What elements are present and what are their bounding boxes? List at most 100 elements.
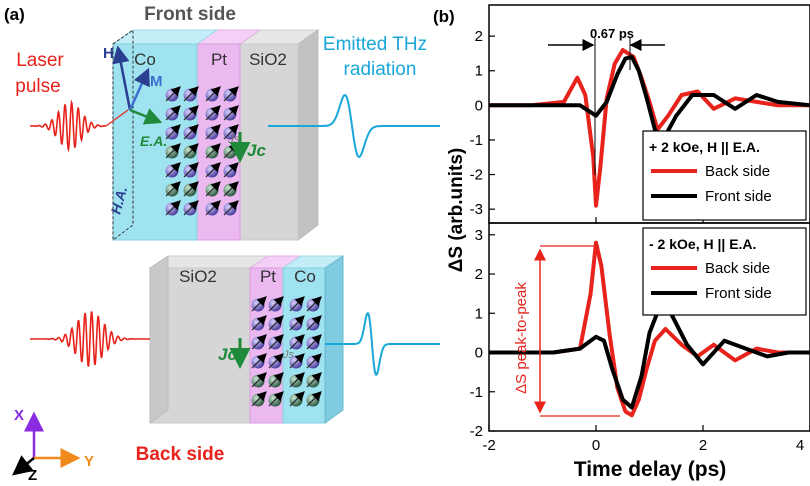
spin-arrow: [289, 315, 305, 331]
spin-arrow: [251, 372, 267, 388]
easy-axis-label: E.A.: [140, 133, 167, 149]
y-tick-label: 3: [475, 227, 483, 244]
spin-arrow: [223, 162, 239, 178]
bottom-laser-pulse: [30, 311, 150, 367]
bottom-plot-frame: [488, 222, 810, 432]
spin-arrow: [268, 296, 284, 312]
spin-arrow: [165, 200, 181, 216]
spin-arrow: [306, 315, 322, 331]
m-vector-arrow: [128, 67, 150, 111]
easy-axis-arrow: [129, 108, 163, 125]
emitted-label-line2: radiation: [344, 59, 417, 80]
spin-arrow: [251, 334, 267, 350]
spin-arrow: [289, 334, 305, 350]
x-tick-label: 0: [592, 437, 600, 454]
y-tick-label: 2: [475, 266, 483, 283]
spin-arrow: [205, 181, 221, 197]
y-tick-label: -2: [470, 423, 483, 440]
h-vector-label: H: [103, 45, 114, 62]
y-tick-label: 0: [475, 345, 483, 362]
back-side-title: Back side: [136, 444, 225, 465]
legend-entry: Back side: [705, 260, 770, 277]
spin-arrow: [223, 181, 239, 197]
y-tick-label: 2: [475, 28, 483, 45]
spin-arrow: [205, 124, 221, 140]
spin-arrow: [165, 181, 181, 197]
spin-arrow: [165, 143, 181, 159]
spin-arrow: [165, 86, 181, 102]
spin-arrow: [289, 296, 305, 312]
spin-arrow: [205, 143, 221, 159]
spin-arrow: [205, 200, 221, 216]
bottom-legend-box: [642, 227, 807, 316]
peak-to-peak-label: ΔS peak-to-peak: [513, 282, 530, 394]
spin-arrow: [183, 124, 199, 140]
bottom-co-label: Co: [294, 267, 316, 286]
bottom-sio2-label: SiO2: [179, 267, 217, 286]
y-axis-title: ΔS (arb.units): [446, 148, 467, 273]
bottom-pt-label: Pt: [260, 267, 276, 286]
spin-arrow: [251, 296, 267, 312]
top-js-label: Js: [227, 132, 240, 146]
y-tick-label: -1: [470, 384, 483, 401]
m-vector-label: M: [150, 73, 163, 90]
bottom-js-label: Js: [282, 349, 295, 361]
spin-arrow: [183, 105, 199, 121]
delay-annotation-label: 0.67 ps: [590, 26, 634, 41]
x-tick-label: 2: [699, 437, 707, 454]
bottom-thz-pulse: [325, 312, 440, 376]
y-tick-label: 0: [475, 97, 483, 114]
y-tick-label: -3: [470, 201, 483, 218]
spin-arrow: [306, 334, 322, 350]
y-tick-label: -2: [470, 167, 483, 184]
spin-arrow: [306, 353, 322, 369]
legend-entry: Back side: [705, 163, 770, 180]
spin-arrow: [205, 162, 221, 178]
spin-arrow: [205, 86, 221, 102]
peak-to-peak-annotation: [534, 245, 620, 417]
y-axis-label: Y: [84, 453, 94, 470]
spin-arrow: [251, 391, 267, 407]
bottom-legend-title: - 2 kOe, H || E.A.: [649, 236, 756, 252]
delay-annotation: [548, 38, 665, 175]
spin-arrow: [183, 200, 199, 216]
top-co-label: Co: [134, 50, 156, 69]
bottom-series-front-side: [489, 303, 810, 410]
top-co-layer: [112, 43, 198, 241]
spin-arrow: [268, 391, 284, 407]
spin-arrow: [306, 296, 322, 312]
bottom-jc-label: Jc: [218, 345, 237, 364]
bottom-spin-spheres: [251, 296, 322, 407]
spin-arrow: [165, 124, 181, 140]
x-tick-label: -2: [482, 437, 495, 454]
x-tick-label: 4: [796, 437, 804, 454]
spin-arrow: [223, 200, 239, 216]
spin-arrow: [251, 315, 267, 331]
top-laser-pulse: [30, 99, 107, 153]
y-tick-label: 1: [475, 63, 483, 80]
top-series-front-side: [489, 54, 810, 142]
x-axis-title: Time delay (ps): [574, 458, 727, 481]
top-sio2-label: SiO2: [249, 50, 287, 69]
top-legend-title: + 2 kOe, H || E.A.: [649, 139, 760, 155]
spin-arrow: [183, 181, 199, 197]
spin-arrow: [268, 315, 284, 331]
bottom-plot: -2 -1 0 1 2 3 -2 0 2 4 - 2 kOe, H || E.A. Back side…: [470, 222, 810, 454]
spin-arrow: [289, 391, 305, 407]
coordinate-axes: [12, 411, 81, 476]
spin-arrow: [223, 124, 239, 140]
spin-arrow: [165, 162, 181, 178]
legend-entry: Front side: [705, 285, 772, 302]
spin-arrow: [251, 353, 267, 369]
x-axis-label: X: [14, 407, 24, 424]
panel-b-label: (b): [433, 7, 455, 26]
spin-arrow: [268, 353, 284, 369]
legend-entry: Front side: [705, 188, 772, 205]
top-plot: -3 -2 -1 0 1 2 + 2 kOe, H || E.A. Back side Fron…: [470, 4, 810, 224]
top-jc-label: Jc: [247, 141, 266, 160]
spin-arrow: [306, 391, 322, 407]
spin-arrow: [289, 372, 305, 388]
top-pt-label: Pt: [211, 50, 227, 69]
panel-a-label: (a): [4, 5, 25, 24]
